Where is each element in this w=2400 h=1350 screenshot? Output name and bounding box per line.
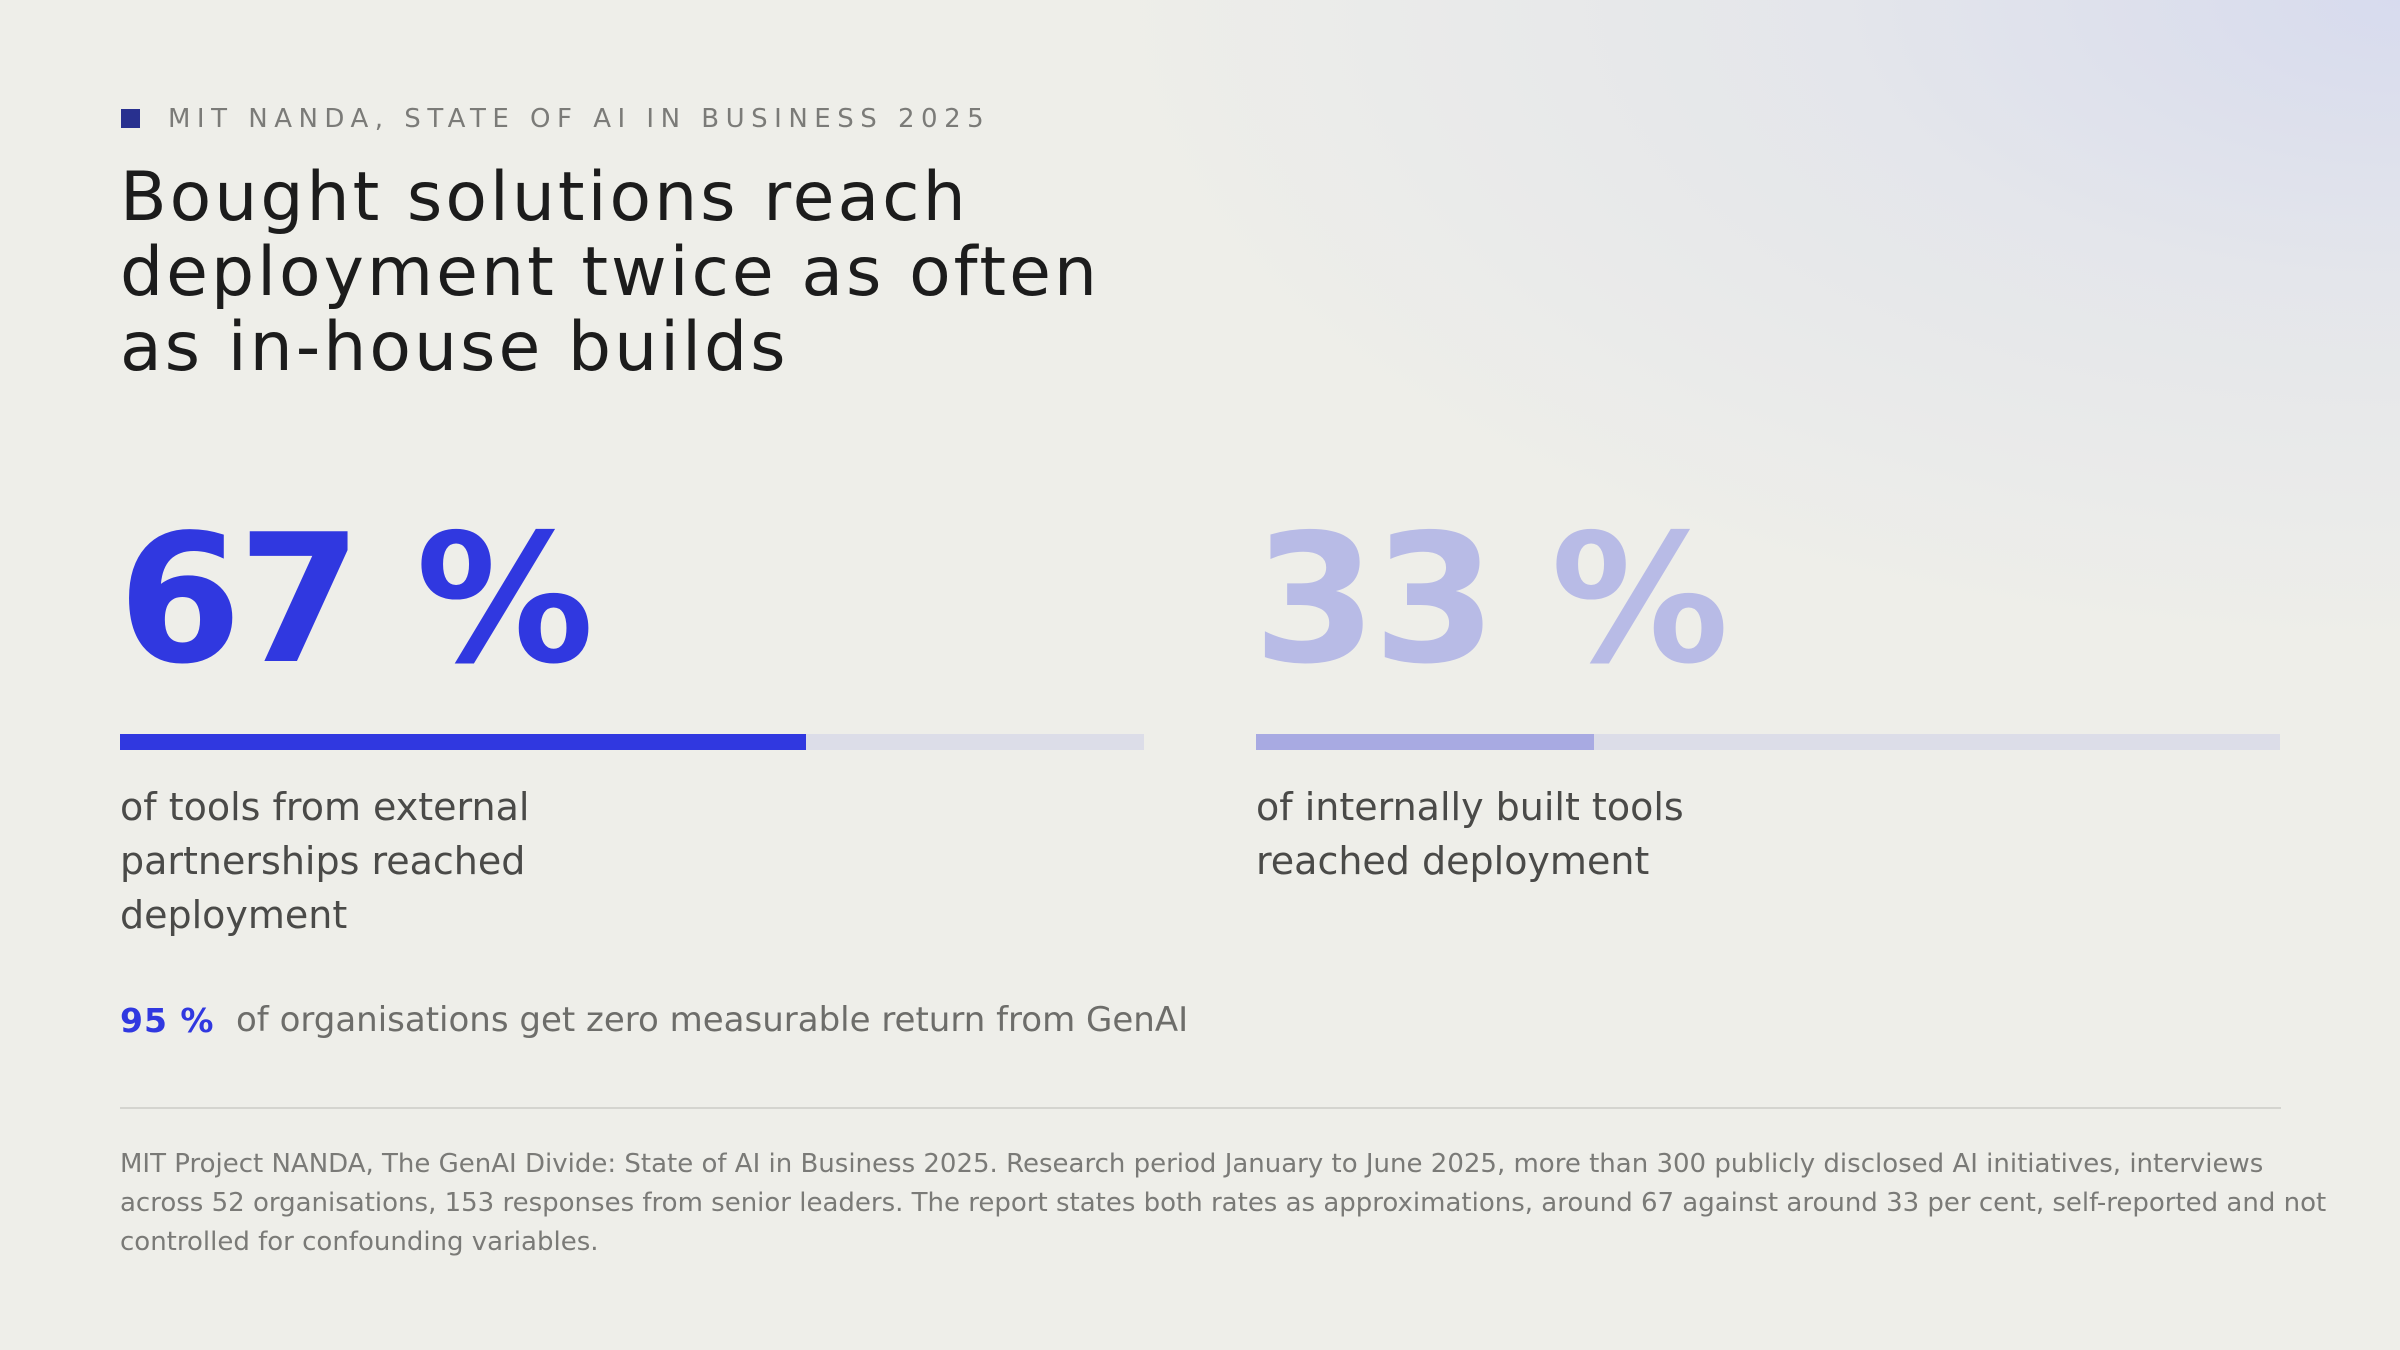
- source-line: controlled for confounding variables.: [120, 1227, 599, 1257]
- source-line: MIT Project NANDA, The GenAI Divide: Sta…: [120, 1149, 2264, 1179]
- stat-value-external: 67 %: [118, 496, 594, 703]
- source-line: across 52 organisations, 153 responses f…: [120, 1188, 2327, 1218]
- stat-description-external: of tools from external partnerships reac…: [120, 780, 529, 942]
- source-note: MIT Project NANDA, The GenAI Divide: Sta…: [120, 1145, 2327, 1262]
- title-line: deployment twice as often: [120, 233, 1101, 312]
- bar-track-external: [120, 734, 1144, 750]
- kicker: MIT NANDA, STATE OF AI IN BUSINESS 2025: [168, 104, 991, 134]
- desc-line: of tools from external: [120, 785, 530, 829]
- desc-line: partnerships reached: [120, 839, 526, 883]
- footnote-text: of organisations get zero measurable ret…: [236, 1000, 1189, 1040]
- title-line: Bought solutions reach: [120, 158, 969, 237]
- desc-line: of internally built tools: [1256, 785, 1684, 829]
- divider: [120, 1107, 2281, 1109]
- page-title: Bought solutions reach deployment twice …: [120, 160, 1370, 385]
- stat-description-internal: of internally built tools reached deploy…: [1256, 780, 1684, 888]
- stat-value-internal: 33 %: [1253, 496, 1729, 703]
- kicker-square-icon: [121, 109, 140, 128]
- bar-fill-external: [120, 734, 807, 750]
- title-line: as in-house builds: [120, 308, 789, 387]
- desc-line: reached deployment: [1256, 839, 1650, 883]
- bar-fill-internal: [1256, 734, 1594, 750]
- footnote-value: 95 %: [120, 1001, 215, 1040]
- desc-line: deployment: [120, 893, 348, 937]
- bar-track-internal: [1256, 734, 2280, 750]
